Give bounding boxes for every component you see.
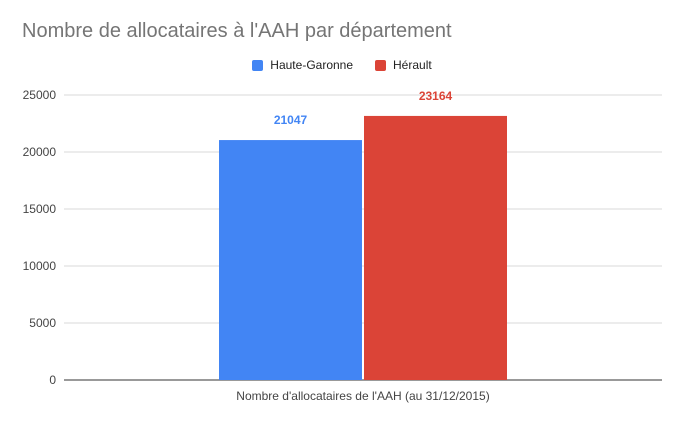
y-tick-label: 5000 xyxy=(29,316,56,330)
legend-swatch-herault xyxy=(375,59,387,71)
legend: Haute-Garonne Hérault xyxy=(0,58,684,72)
y-tick-label: 25000 xyxy=(23,88,57,102)
legend-item-haute-garonne: Haute-Garonne xyxy=(252,58,353,72)
legend-swatch-haute-garonne xyxy=(252,59,264,71)
y-tick-label: 10000 xyxy=(23,259,57,273)
bar-haute-garonne xyxy=(219,140,362,380)
legend-label-herault: Hérault xyxy=(393,58,432,72)
chart-title: Nombre de allocataires à l'AAH par dépar… xyxy=(22,20,452,42)
legend-label-haute-garonne: Haute-Garonne xyxy=(270,58,354,72)
legend-item-herault: Hérault xyxy=(375,58,432,72)
x-category-label: Nombre d'allocataires de l'AAH (au 31/12… xyxy=(236,389,489,403)
data-label-hérault: 23164 xyxy=(419,89,453,103)
y-tick-label: 20000 xyxy=(23,145,57,159)
data-label-haute-garonne: 21047 xyxy=(274,113,308,127)
y-tick-label: 15000 xyxy=(23,202,57,216)
y-tick-label: 0 xyxy=(49,373,56,387)
bar-hérault xyxy=(364,115,507,381)
